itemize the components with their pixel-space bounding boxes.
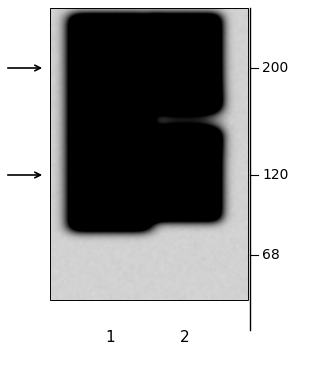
- Text: 68: 68: [262, 248, 280, 262]
- Text: 2: 2: [180, 331, 190, 346]
- Text: 200: 200: [262, 61, 288, 75]
- Text: 1: 1: [105, 331, 115, 346]
- Text: 120: 120: [262, 168, 288, 182]
- Bar: [50, 8, 248, 300]
